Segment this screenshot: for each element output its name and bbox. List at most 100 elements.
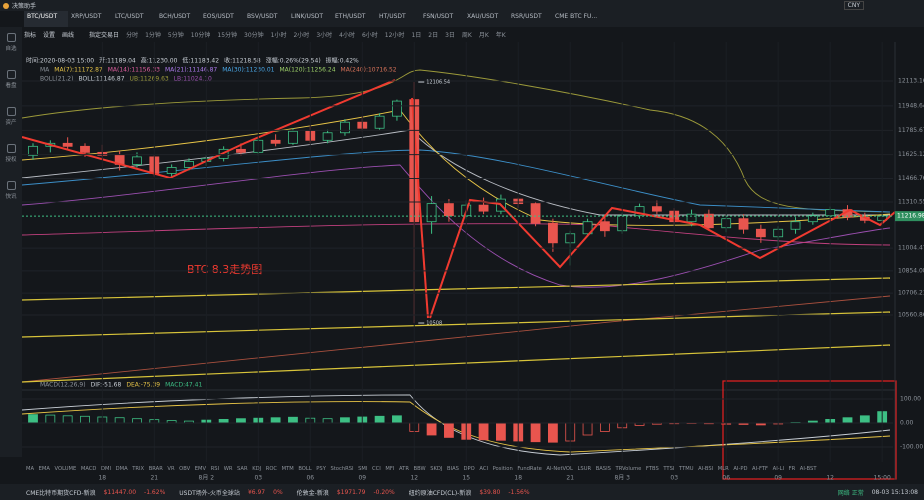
period-button[interactable]: 15分钟 bbox=[217, 31, 238, 39]
period-button[interactable]: 2小时 bbox=[293, 31, 310, 39]
symbol-tab[interactable]: BSV/USDT bbox=[247, 13, 278, 20]
indicator-tab[interactable]: BBW bbox=[413, 465, 426, 472]
indicator-tab[interactable]: LSUR bbox=[577, 465, 592, 472]
indicator-tab[interactable]: AI-FTF bbox=[752, 465, 769, 472]
symbol-tab[interactable]: RSR/USDT bbox=[511, 13, 542, 20]
period-button[interactable]: 12小时 bbox=[384, 31, 405, 39]
indicator-tab[interactable]: VR bbox=[167, 465, 175, 472]
symbol-tab[interactable]: XRP/USDT bbox=[71, 13, 102, 20]
period-button[interactable]: 6小时 bbox=[361, 31, 378, 39]
range-select[interactable]: 指定交易日 bbox=[89, 31, 120, 39]
period-button[interactable]: 周K bbox=[461, 31, 472, 39]
indicator-tab[interactable]: AI-LI bbox=[772, 465, 785, 472]
tool-button[interactable]: 指标 bbox=[24, 31, 37, 39]
symbol-tab[interactable]: LTC/USDT bbox=[115, 13, 144, 20]
symbol-tab[interactable]: CME BTC FU... bbox=[555, 13, 598, 20]
indicator-tab[interactable]: DPO bbox=[463, 465, 475, 472]
indicator-tab[interactable]: SAR bbox=[237, 465, 248, 472]
indicator-tab[interactable]: CCI bbox=[372, 465, 381, 472]
period-button[interactable]: 4小时 bbox=[339, 31, 355, 39]
indicator-tab[interactable]: EMA bbox=[38, 465, 50, 472]
indicator-tab[interactable]: MTM bbox=[281, 465, 294, 472]
sidebar-item[interactable]: 资产 bbox=[0, 107, 22, 138]
period-button[interactable]: 1日 bbox=[411, 31, 422, 39]
symbol-tab[interactable]: FSN/USDT bbox=[423, 13, 454, 20]
indicator-tab[interactable]: RSI bbox=[210, 465, 220, 472]
symbol-tab[interactable]: EOS/USDT bbox=[203, 13, 234, 20]
time-label: 8月 3 bbox=[614, 475, 630, 482]
period-button[interactable]: 月K bbox=[478, 31, 489, 39]
indicator-tab[interactable]: TTSI bbox=[663, 465, 675, 472]
period-button[interactable]: 3小时 bbox=[316, 31, 333, 39]
period-button[interactable]: 1小时 bbox=[270, 31, 287, 39]
indicator-tab[interactable]: MACD bbox=[80, 465, 97, 472]
indicator-tab[interactable]: Position bbox=[492, 465, 513, 472]
indicator-tab[interactable]: VOLUME bbox=[54, 465, 77, 472]
indicator-tab[interactable]: WR bbox=[223, 465, 233, 472]
period-button[interactable]: 30分钟 bbox=[244, 31, 264, 39]
symbol-tab[interactable]: LINK/USDT bbox=[291, 13, 324, 20]
indicator-tab[interactable]: ACI bbox=[479, 465, 488, 472]
indicator-tab[interactable]: BIAS bbox=[447, 465, 459, 472]
indicator-tab[interactable]: SKDJ bbox=[430, 465, 443, 472]
symbol-tab[interactable]: HT/USDT bbox=[379, 13, 406, 20]
period-button[interactable]: 年K bbox=[495, 31, 506, 39]
indicator-tab[interactable]: BASIS bbox=[595, 465, 611, 472]
clock: 08-03 15:13:08 bbox=[871, 488, 918, 496]
ticker-name: CME比特币期货CFD-新浪 bbox=[26, 489, 96, 497]
indicator-tab[interactable]: FundRate bbox=[517, 465, 542, 472]
trend-line bbox=[21, 311, 891, 338]
time-label: 18 bbox=[514, 475, 522, 482]
indicator-tab[interactable]: AI-NetVOL bbox=[546, 465, 573, 472]
period-button[interactable]: 3日 bbox=[445, 31, 455, 39]
indicator-tab[interactable]: MFI bbox=[385, 465, 395, 472]
sidebar-item[interactable]: 自选 bbox=[0, 33, 22, 64]
sidebar-item[interactable]: 快讯 bbox=[0, 181, 22, 212]
price-tick-label: 11785.67 bbox=[898, 127, 924, 134]
symbol-tab[interactable]: ETH/USDT bbox=[335, 13, 366, 20]
indicator-tab[interactable]: ATR bbox=[399, 465, 409, 472]
ticker-name: 伦敦金-新浪 bbox=[296, 489, 329, 497]
indicator-tab[interactable]: AI-BST bbox=[799, 465, 817, 472]
sidebar-item[interactable]: 授权 bbox=[0, 144, 22, 175]
info-text: MA(7):11172.87 bbox=[54, 67, 103, 74]
indicator-tab[interactable]: FTBS bbox=[645, 465, 659, 472]
indicator-tab[interactable]: TRVolume bbox=[615, 465, 642, 472]
indicator-tab[interactable]: BRAR bbox=[148, 465, 163, 472]
symbol-tab[interactable]: BCH/USDT bbox=[159, 13, 191, 20]
currency-select[interactable]: CNY bbox=[843, 1, 864, 10]
indicator-tab[interactable]: SMI bbox=[358, 465, 368, 472]
sidebar-item[interactable]: 看盘 bbox=[0, 70, 22, 101]
indicator-tab[interactable]: FR bbox=[788, 465, 796, 472]
indicator-tab[interactable]: TRIX bbox=[132, 465, 145, 472]
indicator-tab[interactable]: KDJ bbox=[252, 465, 262, 472]
period-button[interactable]: 5分钟 bbox=[167, 31, 184, 39]
indicator-tab[interactable]: DMA bbox=[115, 465, 128, 472]
tool-button[interactable]: 画线 bbox=[62, 31, 75, 39]
indicator-tab[interactable]: EMV bbox=[194, 465, 207, 472]
indicator-tab[interactable]: AI-BSI bbox=[698, 465, 714, 472]
indicator-tab[interactable]: StochRSI bbox=[330, 465, 354, 472]
info-text: 收:11218.58 bbox=[224, 57, 261, 65]
indicator-tab[interactable]: MA bbox=[26, 465, 35, 472]
symbol-tab[interactable]: XAU/USDT bbox=[467, 13, 499, 20]
time-label: 03 bbox=[670, 475, 678, 482]
period-button[interactable]: 1分钟 bbox=[145, 31, 161, 39]
indicator-tab[interactable]: DMI bbox=[101, 465, 112, 472]
sidebar-label: 资产 bbox=[5, 120, 17, 126]
indicator-tab[interactable]: BOLL bbox=[298, 465, 312, 472]
indicator-tab[interactable]: PSY bbox=[316, 465, 326, 472]
indicator-tab[interactable]: OBV bbox=[179, 465, 191, 472]
price-tick-label: 11310.55 bbox=[898, 199, 924, 206]
period-button[interactable]: 分时 bbox=[126, 31, 139, 39]
indicator-tab[interactable]: MLR bbox=[717, 465, 729, 472]
info-text: MA(240):10716.52 bbox=[341, 67, 397, 74]
indicator-tab[interactable]: AI-PD bbox=[733, 465, 748, 472]
period-button[interactable]: 10分钟 bbox=[190, 31, 211, 39]
indicator-tab[interactable]: TTMU bbox=[679, 465, 694, 472]
tool-button[interactable]: 设置 bbox=[43, 31, 56, 39]
ma-line bbox=[21, 223, 891, 246]
period-button[interactable]: 2日 bbox=[428, 31, 439, 39]
symbol-tab[interactable]: BTC/USDT bbox=[24, 11, 68, 27]
indicator-tab[interactable]: ROC bbox=[265, 465, 278, 472]
